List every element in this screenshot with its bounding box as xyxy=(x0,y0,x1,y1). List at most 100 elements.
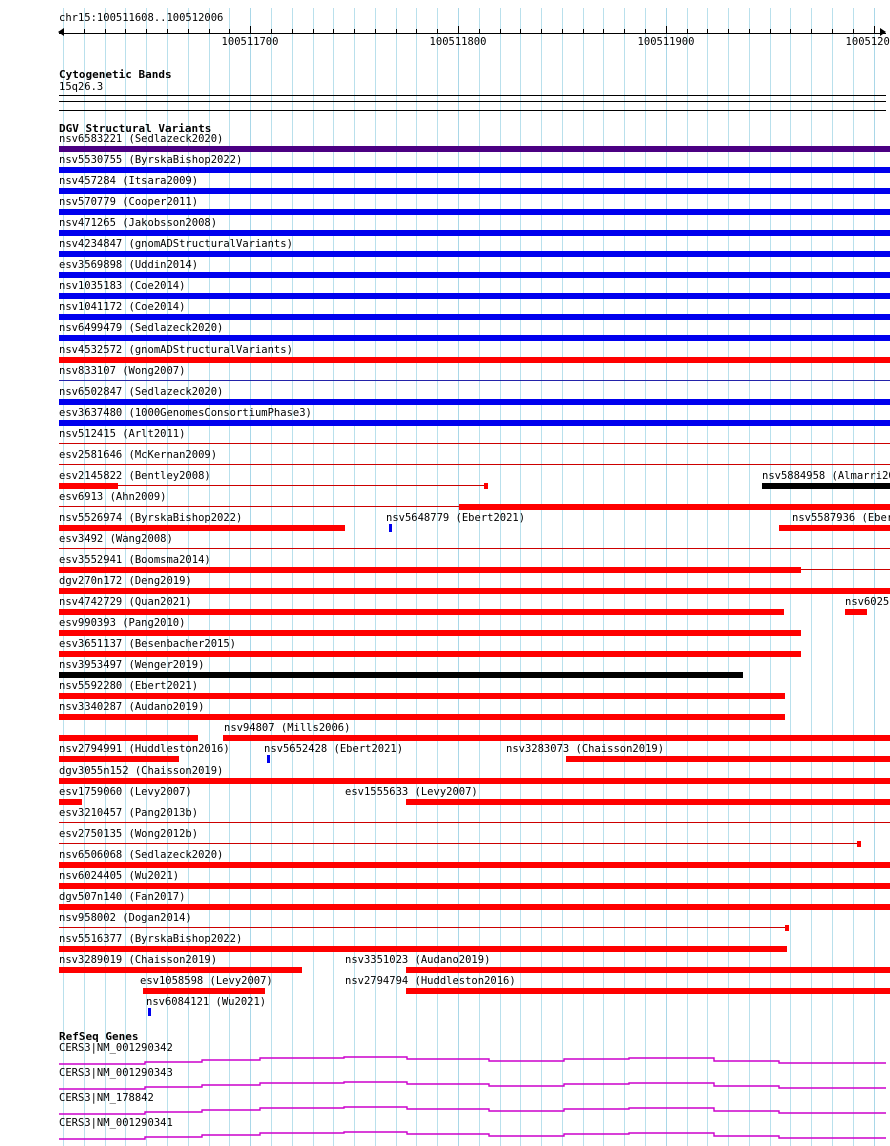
variant-label[interactable]: nsv5516377 (ByrskaBishop2022) xyxy=(59,933,243,945)
variant-bar[interactable] xyxy=(59,756,179,762)
variant-bar[interactable] xyxy=(59,399,890,405)
variant-bar[interactable] xyxy=(762,483,890,489)
variant-bar[interactable] xyxy=(59,167,890,173)
variant-bar[interactable] xyxy=(267,755,270,763)
gene-label[interactable]: CERS3|NM_001290341 xyxy=(59,1117,173,1129)
variant-bar[interactable] xyxy=(566,756,890,762)
dgv-variant-row[interactable]: esv1058598 (Levy2007) nsv2794794 (Huddles… xyxy=(0,975,890,996)
variant-label[interactable]: esv3637480 (1000GenomesConsortiumPhase3) xyxy=(59,407,312,419)
gene-model[interactable] xyxy=(59,1078,886,1092)
variant-bar[interactable] xyxy=(59,380,890,381)
variant-label[interactable]: esv2581646 (McKernan2009) xyxy=(59,449,218,461)
variant-label[interactable]: nsv4532572 (gnomADStructuralVariants) xyxy=(59,344,293,356)
variant-label[interactable]: nsv958002 (Dogan2014) xyxy=(59,912,192,924)
dgv-variant-row[interactable]: nsv6583221 (Sedlazeck2020) xyxy=(0,133,890,154)
variant-label[interactable]: esv3552941 (Boomsma2014) xyxy=(59,554,211,566)
variant-label[interactable]: nsv3953497 (Wenger2019) xyxy=(59,659,205,671)
variant-bar[interactable] xyxy=(223,735,890,741)
variant-bar-segment[interactable] xyxy=(857,841,861,847)
variant-bar[interactable] xyxy=(59,209,890,215)
dgv-variant-row[interactable]: nsv1041172 (Coe2014) xyxy=(0,301,890,322)
variant-label[interactable]: nsv5884958 (Almarri20 xyxy=(762,470,890,482)
variant-bar[interactable] xyxy=(59,862,890,868)
variant-bar[interactable] xyxy=(59,693,785,699)
dgv-variant-row[interactable]: nsv1035183 (Coe2014) xyxy=(0,280,890,301)
dgv-variant-row[interactable]: nsv3340287 (Audano2019)nsv94807 (Mills20… xyxy=(0,722,890,743)
dgv-variant-row[interactable]: esv1759060 (Levy2007) esv1555633 (Levy200… xyxy=(0,786,890,807)
variant-bar[interactable] xyxy=(59,630,801,636)
variant-bar-segment[interactable] xyxy=(118,485,488,486)
gene-label[interactable]: CERS3|NM_001290343 xyxy=(59,1067,173,1079)
dgv-variant-row[interactable]: dgv3055n152 (Chaisson2019) xyxy=(0,765,890,786)
refseq-gene-row[interactable]: CERS3|NM_001290343 xyxy=(0,1067,890,1092)
variant-label[interactable]: nsv5592280 (Ebert2021) xyxy=(59,680,199,692)
variant-label[interactable]: nsv4234847 (gnomADStructuralVariants) xyxy=(59,238,293,250)
variant-label[interactable]: nsv3283073 (Chaisson2019) xyxy=(506,743,665,755)
variant-label[interactable]: nsv2794991 (Huddleston2016) xyxy=(59,743,230,755)
variant-label[interactable]: dgv270n172 (Deng2019) xyxy=(59,575,192,587)
variant-label[interactable]: nsv833107 (Wong2007) xyxy=(59,365,186,377)
dgv-variant-row[interactable]: nsv3953497 (Wenger2019) xyxy=(0,659,890,680)
variant-label[interactable]: nsv6502847 (Sedlazeck2020) xyxy=(59,386,224,398)
variant-label[interactable]: esv1555633 (Levy2007) xyxy=(345,786,478,798)
dgv-variant-row[interactable]: esv3651137 (Besenbacher2015) xyxy=(0,638,890,659)
dgv-variant-row[interactable]: nsv457284 (Itsara2009) xyxy=(0,175,890,196)
refseq-gene-row[interactable]: CERS3|NM_001290341 xyxy=(0,1117,890,1142)
variant-label[interactable]: esv3569898 (Uddin2014) xyxy=(59,259,199,271)
variant-bar[interactable] xyxy=(845,609,867,615)
variant-label[interactable]: nsv1035183 (Coe2014) xyxy=(59,280,186,292)
variant-bar-segment[interactable] xyxy=(785,925,789,931)
dgv-variant-row[interactable]: nsv958002 (Dogan2014) xyxy=(0,912,890,933)
dgv-variant-row[interactable]: nsv4532572 (gnomADStructuralVariants) xyxy=(0,344,890,365)
dgv-variant-row[interactable]: dgv507n140 (Fan2017) xyxy=(0,891,890,912)
variant-bar[interactable] xyxy=(59,335,890,341)
variant-bar[interactable] xyxy=(59,714,785,720)
ruler-track[interactable]: chr15:100511608..100512006 100511700 1005… xyxy=(0,0,890,56)
refseq-gene-row[interactable]: CERS3|NM_001290342 xyxy=(0,1042,890,1067)
variant-bar[interactable] xyxy=(59,588,890,594)
variant-bar[interactable] xyxy=(59,735,198,741)
dgv-variant-row[interactable]: esv3492 (Wang2008) xyxy=(0,533,890,554)
variant-bar-segment[interactable] xyxy=(801,569,890,570)
variant-label[interactable]: nsv570779 (Cooper2011) xyxy=(59,196,199,208)
variant-label[interactable]: nsv6084121 (Wu2021) xyxy=(146,996,267,1008)
dgv-variant-row[interactable]: esv3637480 (1000GenomesConsortiumPhase3) xyxy=(0,407,890,428)
variant-label[interactable]: esv1058598 (Levy2007) xyxy=(140,975,273,987)
variant-label[interactable]: nsv3351023 (Audano2019) xyxy=(345,954,491,966)
variant-label[interactable]: nsv94807 (Mills2006) xyxy=(224,722,351,734)
variant-bar-segment[interactable] xyxy=(459,504,890,510)
variant-bar[interactable] xyxy=(59,799,82,805)
dgv-variant-row[interactable]: nsv471265 (Jakobsson2008) xyxy=(0,217,890,238)
variant-label[interactable]: nsv457284 (Itsara2009) xyxy=(59,175,199,187)
variant-label[interactable]: nsv5530755 (ByrskaBishop2022) xyxy=(59,154,243,166)
gene-label[interactable]: CERS3|NM_178842 xyxy=(59,1092,154,1104)
dgv-variant-row[interactable]: nsv833107 (Wong2007) xyxy=(0,365,890,386)
gene-model[interactable] xyxy=(59,1053,886,1067)
gene-model[interactable] xyxy=(59,1103,886,1117)
variant-label[interactable]: nsv4742729 (Quan2021) xyxy=(59,596,192,608)
variant-bar[interactable] xyxy=(59,293,890,299)
variant-bar[interactable] xyxy=(59,230,890,236)
variant-label[interactable]: nsv512415 (Arlt2011) xyxy=(59,428,186,440)
variant-label[interactable]: nsv3289019 (Chaisson2019) xyxy=(59,954,218,966)
dgv-variant-row[interactable]: nsv6499479 (Sedlazeck2020) xyxy=(0,322,890,343)
variant-bar[interactable] xyxy=(59,464,890,465)
variant-label[interactable]: nsv5526974 (ByrskaBishop2022) xyxy=(59,512,243,524)
variant-label[interactable]: esv2750135 (Wong2012b) xyxy=(59,828,199,840)
variant-bar[interactable] xyxy=(59,567,801,573)
dgv-variant-row[interactable]: nsv5530755 (ByrskaBishop2022) xyxy=(0,154,890,175)
dgv-variant-row[interactable]: esv3569898 (Uddin2014) xyxy=(0,259,890,280)
variant-bar[interactable] xyxy=(59,525,345,531)
dgv-variant-row[interactable]: nsv3340287 (Audano2019) xyxy=(0,701,890,722)
variant-bar[interactable] xyxy=(59,883,890,889)
variant-bar[interactable] xyxy=(59,251,890,257)
variant-bar[interactable] xyxy=(406,799,890,805)
dgv-variant-row[interactable]: nsv6084121 (Wu2021) xyxy=(0,996,890,1017)
variant-label[interactable]: nsv6506068 (Sedlazeck2020) xyxy=(59,849,224,861)
variant-bar[interactable] xyxy=(59,483,118,489)
variant-label[interactable]: nsv6583221 (Sedlazeck2020) xyxy=(59,133,224,145)
variant-label[interactable]: nsv2794794 (Huddleston2016) xyxy=(345,975,516,987)
variant-label[interactable]: dgv507n140 (Fan2017) xyxy=(59,891,186,903)
refseq-gene-row[interactable]: CERS3|NM_178842 xyxy=(0,1092,890,1117)
variant-label[interactable]: nsv6024405 (Wu2021) xyxy=(59,870,180,882)
